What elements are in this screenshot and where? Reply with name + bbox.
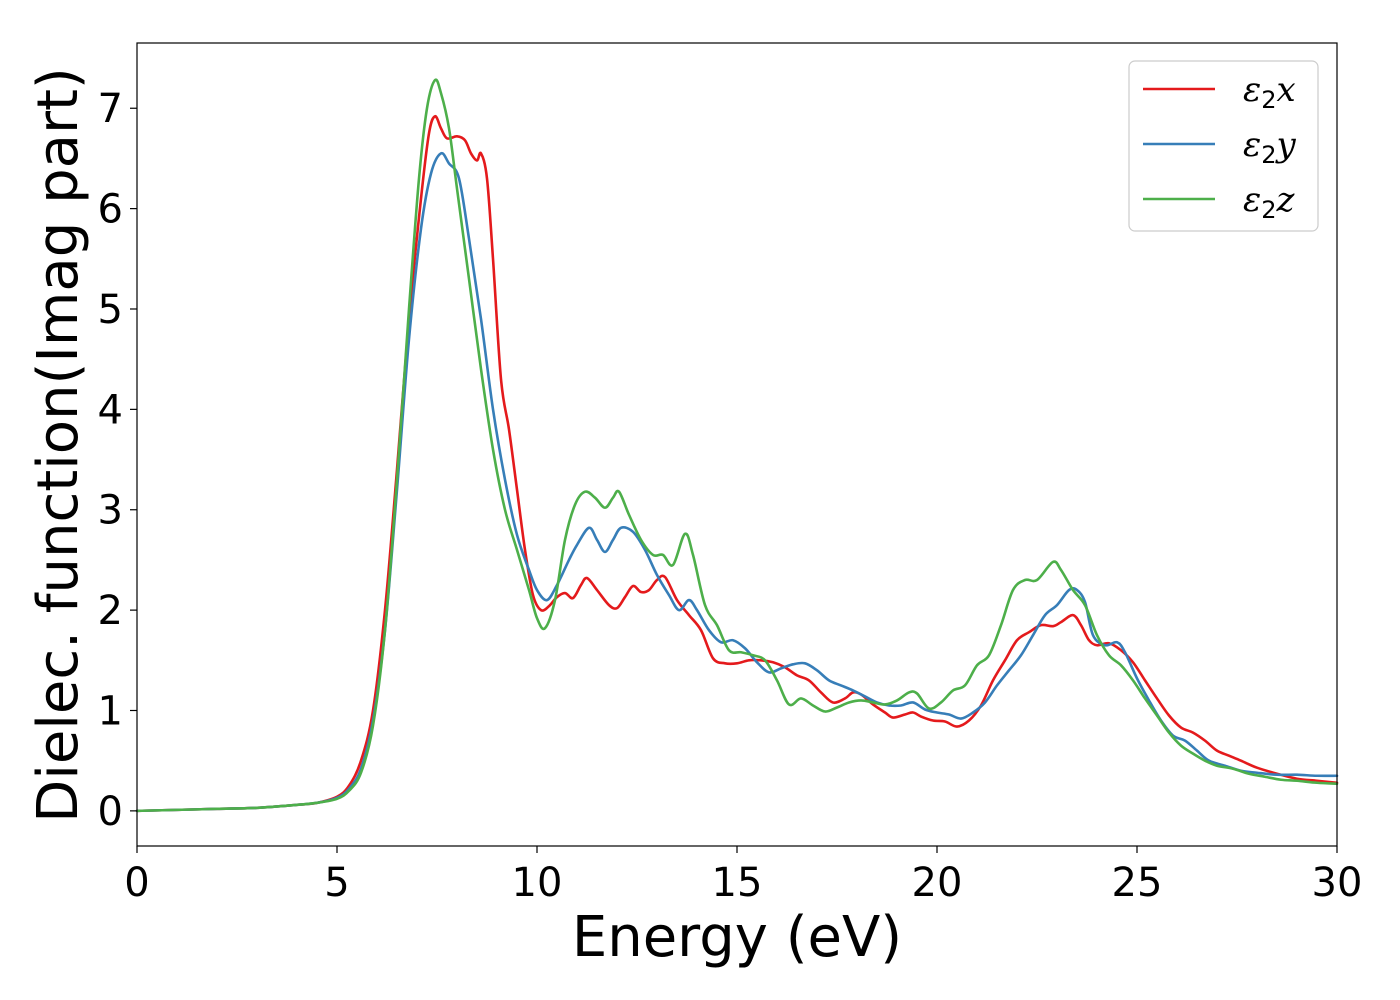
y-tick-label: 6: [98, 187, 123, 233]
plot-lines: [135, 78, 1339, 813]
series-line-y: [135, 151, 1339, 813]
series-line-z: [135, 78, 1339, 813]
x-tick-label: 5: [324, 860, 349, 906]
x-axis-title: Energy (eV): [572, 905, 902, 970]
legend-label-y: ε2y: [1243, 125, 1297, 169]
legend-label-x: ε2x: [1243, 70, 1296, 114]
x-tick-label: 10: [512, 860, 563, 906]
legend: ε2x ε2y ε2z: [1128, 60, 1319, 232]
x-tick-label: 20: [912, 860, 963, 906]
legend-label-z: ε2z: [1243, 180, 1296, 224]
y-tick-label: 5: [98, 287, 123, 333]
y-axis-title: Dielec. function(Imag part): [26, 67, 91, 823]
y-tick-label: 3: [98, 488, 123, 534]
legend-frame: [1128, 60, 1319, 232]
x-tick-label: 25: [1112, 860, 1163, 906]
x-tick-label: 30: [1312, 860, 1363, 906]
series-line-x: [135, 114, 1339, 813]
y-tick-label: 7: [98, 86, 123, 132]
x-tick-label: 15: [712, 860, 763, 906]
y-tick-label: 2: [98, 588, 123, 634]
x-tick-label: 0: [124, 860, 149, 906]
x-axis: 0 5 10 15 20 25 30: [124, 846, 1362, 906]
y-axis: 0 1 2 3 4 5 6 7: [98, 86, 137, 835]
y-tick-label: 4: [98, 387, 123, 433]
y-tick-label: 0: [98, 789, 123, 835]
y-tick-label: 1: [98, 688, 123, 734]
